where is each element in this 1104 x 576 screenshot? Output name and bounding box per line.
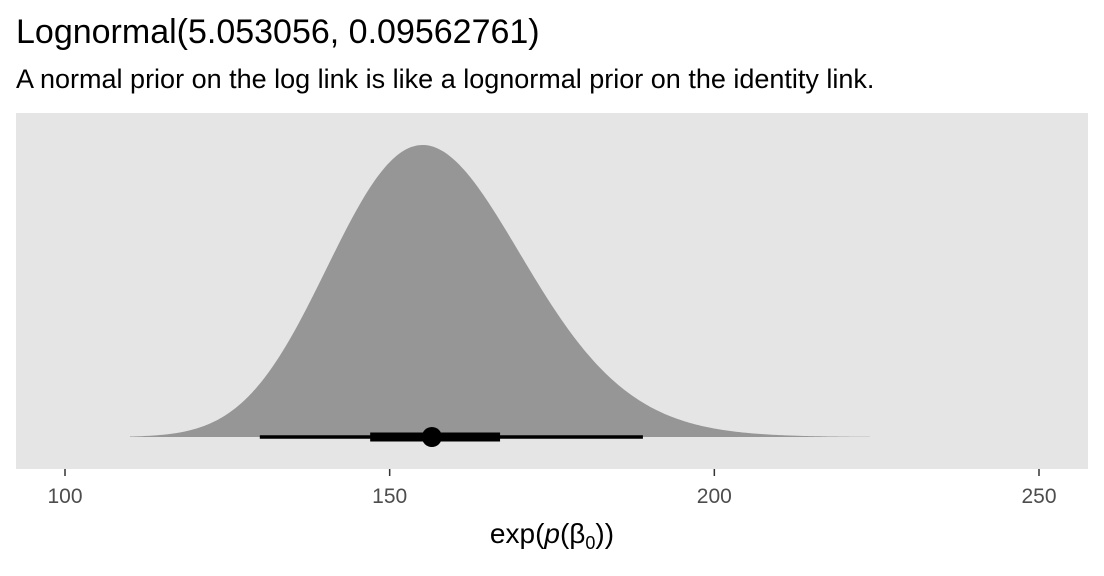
interval-layer	[259, 427, 643, 447]
density-area	[129, 145, 871, 437]
x-tick-label-250: 250	[1021, 485, 1056, 508]
x-tick-label-150: 150	[372, 485, 407, 508]
x-axis: 100 150 200 250	[47, 469, 1057, 508]
x-tick-label-100: 100	[47, 485, 82, 508]
chart-title: Lognormal(5.053056, 0.09562761)	[16, 13, 540, 51]
point-estimate	[421, 427, 442, 447]
chart-subtitle: A normal prior on the log link is like a…	[16, 64, 875, 94]
x-tick-label-200: 200	[697, 485, 732, 508]
density-layer	[129, 145, 871, 437]
x-axis-label: exp(p(β0))	[489, 518, 615, 553]
